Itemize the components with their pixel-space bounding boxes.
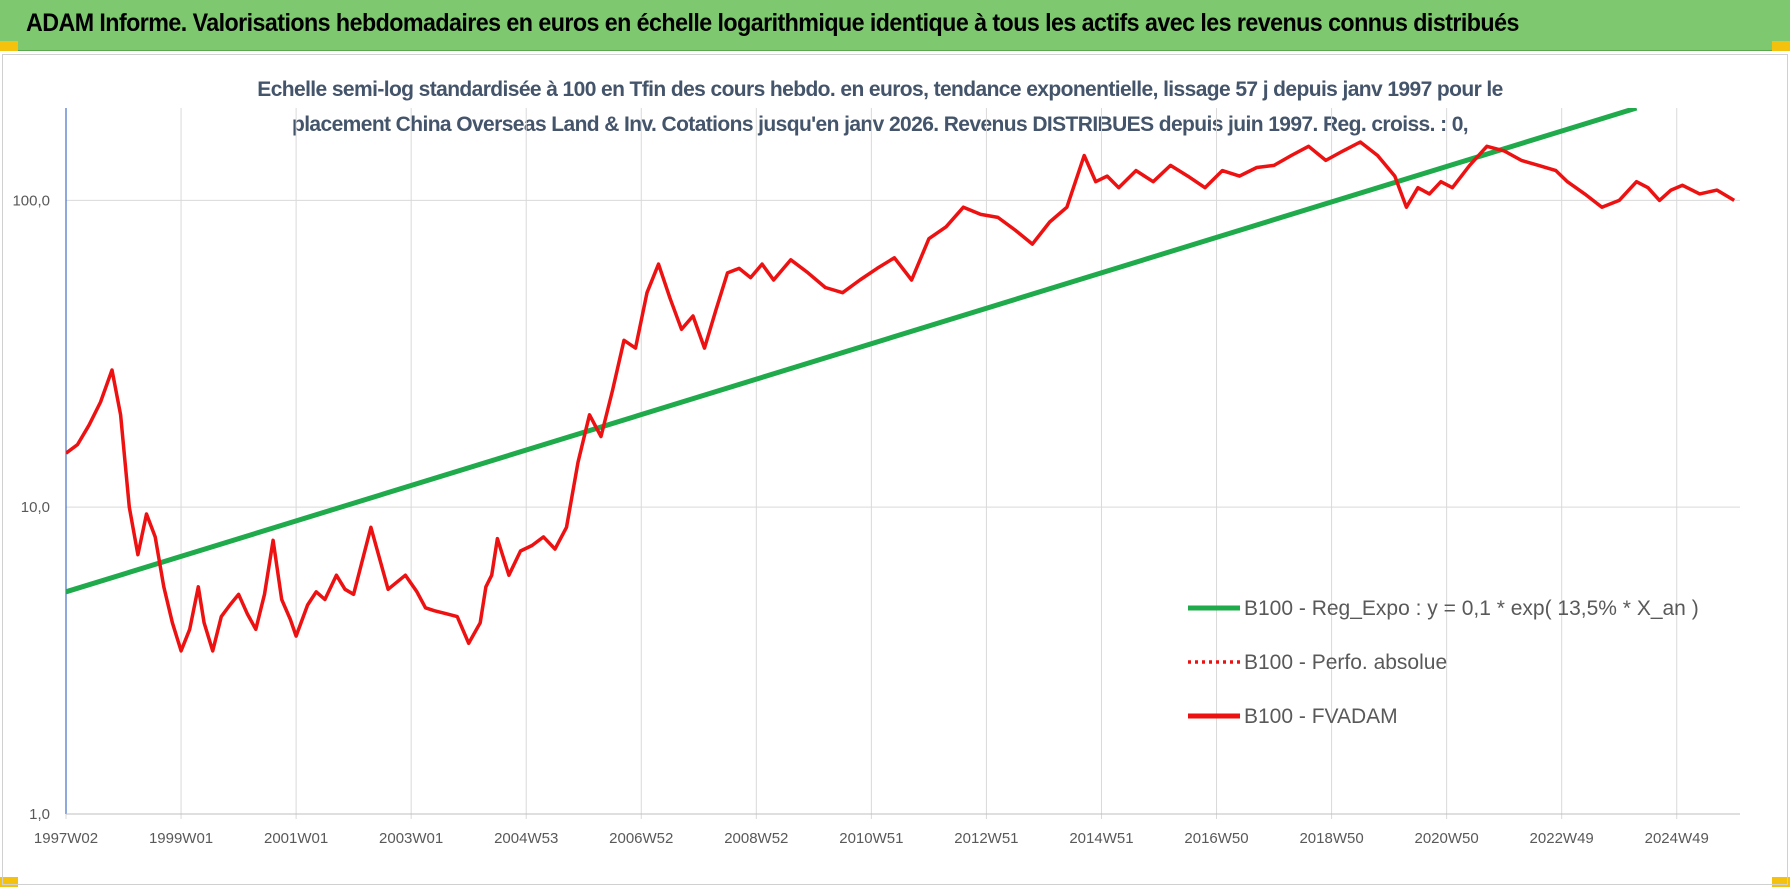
corner-marker [1772, 41, 1790, 51]
x-tick-label: 2004W53 [494, 830, 558, 847]
regression-line [66, 108, 1638, 595]
x-tick-label: 2014W51 [1069, 830, 1133, 847]
corner-marker [1772, 877, 1790, 887]
x-tick-label: 2003W01 [379, 830, 443, 847]
x-tick-label: 1999W01 [149, 830, 213, 847]
x-tick-label: 2001W01 [264, 830, 328, 847]
header-banner: ADAM Informe. Valorisations hebdomadaire… [0, 0, 1790, 51]
y-tick-label: 1,0 [29, 806, 50, 823]
legend-label: B100 - Perfo. absolue [1244, 651, 1447, 674]
x-tick-label: 2010W51 [839, 830, 903, 847]
x-tick-label: 2024W49 [1645, 830, 1709, 847]
x-tick-label: 2018W50 [1299, 830, 1363, 847]
chart-title-line-2: placement China Overseas Land & Inv. Cot… [291, 113, 1469, 136]
legend-label: B100 - FVADAM [1244, 705, 1398, 728]
x-tick-label: 2006W52 [609, 830, 673, 847]
x-tick-label: 2008W52 [724, 830, 788, 847]
x-tick-label: 2022W49 [1530, 830, 1594, 847]
fvadam-line [66, 140, 1736, 653]
chart-frame [2, 54, 1788, 885]
y-tick-label: 100,0 [12, 192, 50, 209]
x-tick-label: 1997W02 [34, 830, 98, 847]
corner-marker [0, 877, 18, 887]
legend-label: B100 - Reg_Expo : y = 0,1 * exp( 13,5% *… [1244, 597, 1699, 620]
page-title: ADAM Informe. Valorisations hebdomadaire… [26, 9, 1519, 37]
corner-marker [0, 41, 18, 51]
x-tick-label: 2016W50 [1184, 830, 1248, 847]
chart-title-line-1: Echelle semi-log standardisée à 100 en T… [257, 78, 1503, 101]
x-tick-label: 2020W50 [1415, 830, 1479, 847]
x-tick-label: 2012W51 [954, 830, 1018, 847]
y-tick-label: 10,0 [21, 499, 50, 516]
